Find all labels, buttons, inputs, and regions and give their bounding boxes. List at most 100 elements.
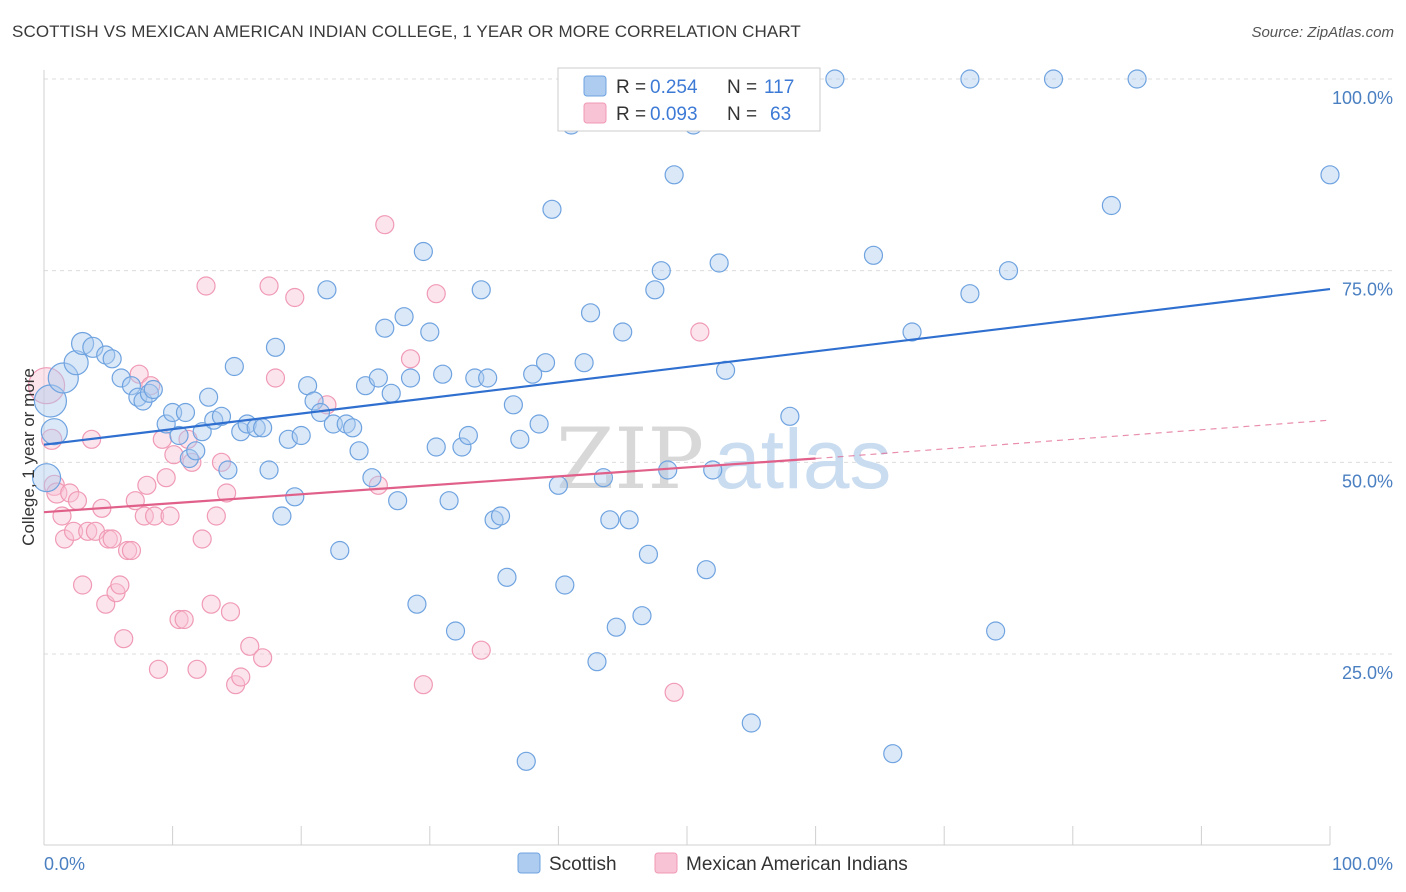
legend-r-value-1: 0.254 (650, 77, 698, 98)
scottish-point-53 (400, 368, 421, 388)
scottish-point-6 (82, 336, 104, 358)
scottish-point-22 (199, 387, 219, 407)
mexican-point-40 (201, 594, 221, 614)
scottish-point-30 (253, 418, 273, 438)
mexican-point-56 (413, 675, 433, 695)
scottish-point-101 (825, 69, 845, 89)
scottish-point-14 (143, 379, 163, 400)
mexican-point-7 (63, 521, 84, 541)
scottish-point-55 (413, 241, 433, 262)
mexican-point-9 (72, 575, 93, 595)
scottish-point-11 (128, 387, 148, 407)
legend-swatch-scottish (583, 75, 607, 97)
scottish-point-69 (503, 395, 523, 415)
scottish-point-44 (343, 418, 363, 438)
scottish-point-85 (613, 322, 633, 342)
y-tick-label-50: 50.0% (1342, 471, 1393, 491)
scottish-point-83 (600, 510, 620, 530)
mexican-point-25 (137, 475, 157, 495)
scottish-point-56 (420, 322, 440, 342)
scottish-point-62 (458, 425, 478, 446)
scottish-point-89 (645, 280, 665, 300)
scottish-point-76 (548, 475, 569, 495)
watermark: ZIP atlas (556, 410, 891, 508)
scottish-point-18 (175, 402, 196, 423)
legend-r-label-2: R = (616, 104, 646, 125)
scottish-point-0 (31, 463, 62, 493)
scottish-point-36 (291, 425, 311, 446)
scottish-point-99 (780, 406, 800, 426)
scottish-point-88 (638, 544, 659, 564)
scottish-point-48 (368, 368, 388, 388)
scottish-point-20 (186, 441, 206, 461)
bottom-legend-scottish: Scottish (549, 854, 617, 875)
scottish-point-102 (863, 245, 884, 265)
scottish-point-32 (265, 337, 286, 357)
scottish-point-75 (542, 199, 562, 219)
scottish-point-17 (169, 425, 189, 446)
mexican-point-30 (156, 468, 176, 488)
scottish-point-65 (478, 368, 498, 388)
scottish-point-35 (285, 487, 305, 507)
scottish-point-73 (529, 414, 549, 434)
scottish-point-38 (304, 391, 324, 411)
mexican-point-47 (240, 636, 260, 656)
y-axis-label: College, 1 year or more (19, 368, 38, 546)
scottish-point-19 (179, 448, 199, 469)
mexican-point-50 (265, 368, 286, 388)
mexican-point-33 (169, 609, 189, 630)
mexican-point-59 (664, 682, 684, 702)
y-tick-label-75: 75.0% (1342, 280, 1393, 300)
scottish-point-110 (1101, 195, 1121, 216)
scottish-point-87 (632, 606, 652, 626)
scottish-point-77 (555, 575, 575, 595)
scottish-point-42 (330, 540, 350, 561)
mexican-point-8 (67, 491, 88, 511)
scottish-point-92 (664, 165, 684, 185)
scottish-point-61 (452, 437, 472, 457)
legend-n-value-1: 117 (764, 77, 794, 98)
scottish-point-112 (1320, 165, 1340, 185)
source-label: Source: ZipAtlas.com (1251, 24, 1394, 41)
legend-r-label-1: R = (616, 77, 646, 98)
scottish-point-81 (587, 652, 607, 672)
mexican-point-57 (426, 284, 446, 304)
trend-lines (43, 287, 1331, 514)
mexican-point-6 (60, 483, 80, 503)
scottish-point-90 (651, 261, 671, 281)
scottish-point-71 (516, 751, 536, 771)
mexican-point-37 (187, 659, 207, 679)
watermark-zip: ZIP (556, 410, 704, 508)
mexican-point-43 (217, 483, 237, 503)
mexican-point-42 (211, 452, 232, 472)
scottish-point-51 (388, 491, 408, 511)
scottish-point-80 (580, 303, 601, 323)
mexican-point-58 (471, 640, 491, 660)
scottish-point-47 (362, 468, 382, 488)
mexican-point-19 (114, 629, 134, 649)
scottish-point-108 (998, 261, 1019, 281)
scottish-point-31 (259, 460, 279, 480)
scottish-point-4 (63, 350, 89, 376)
bottom-legend-mexican: Mexican American Indians (686, 854, 908, 875)
mexican-point-41 (206, 506, 226, 526)
scottish-point-106 (960, 284, 980, 304)
mexican-point-16 (102, 529, 122, 549)
mexican-point-18 (110, 575, 130, 595)
mexican-point-54 (375, 215, 395, 235)
scottish-point-8 (102, 349, 122, 369)
mexican-point-39 (196, 276, 216, 296)
scottish-point-74 (535, 353, 556, 373)
scottish-point-50 (381, 383, 401, 403)
scottish-points (31, 69, 1340, 771)
mexican-point-38 (192, 529, 212, 549)
scottish-point-79 (574, 353, 594, 373)
stats-legend: R = 0.254 N = 117 R = 0.093 N = 63 (557, 67, 821, 132)
scottish-point-104 (902, 322, 922, 342)
scottish-point-109 (1043, 69, 1064, 89)
series-legend: Scottish Mexican American Indians (517, 852, 908, 875)
scottish-point-34 (278, 429, 298, 449)
scottish-trend-line (43, 287, 1331, 446)
y-tick-label-25: 25.0% (1342, 663, 1393, 683)
scottish-point-13 (139, 383, 160, 403)
